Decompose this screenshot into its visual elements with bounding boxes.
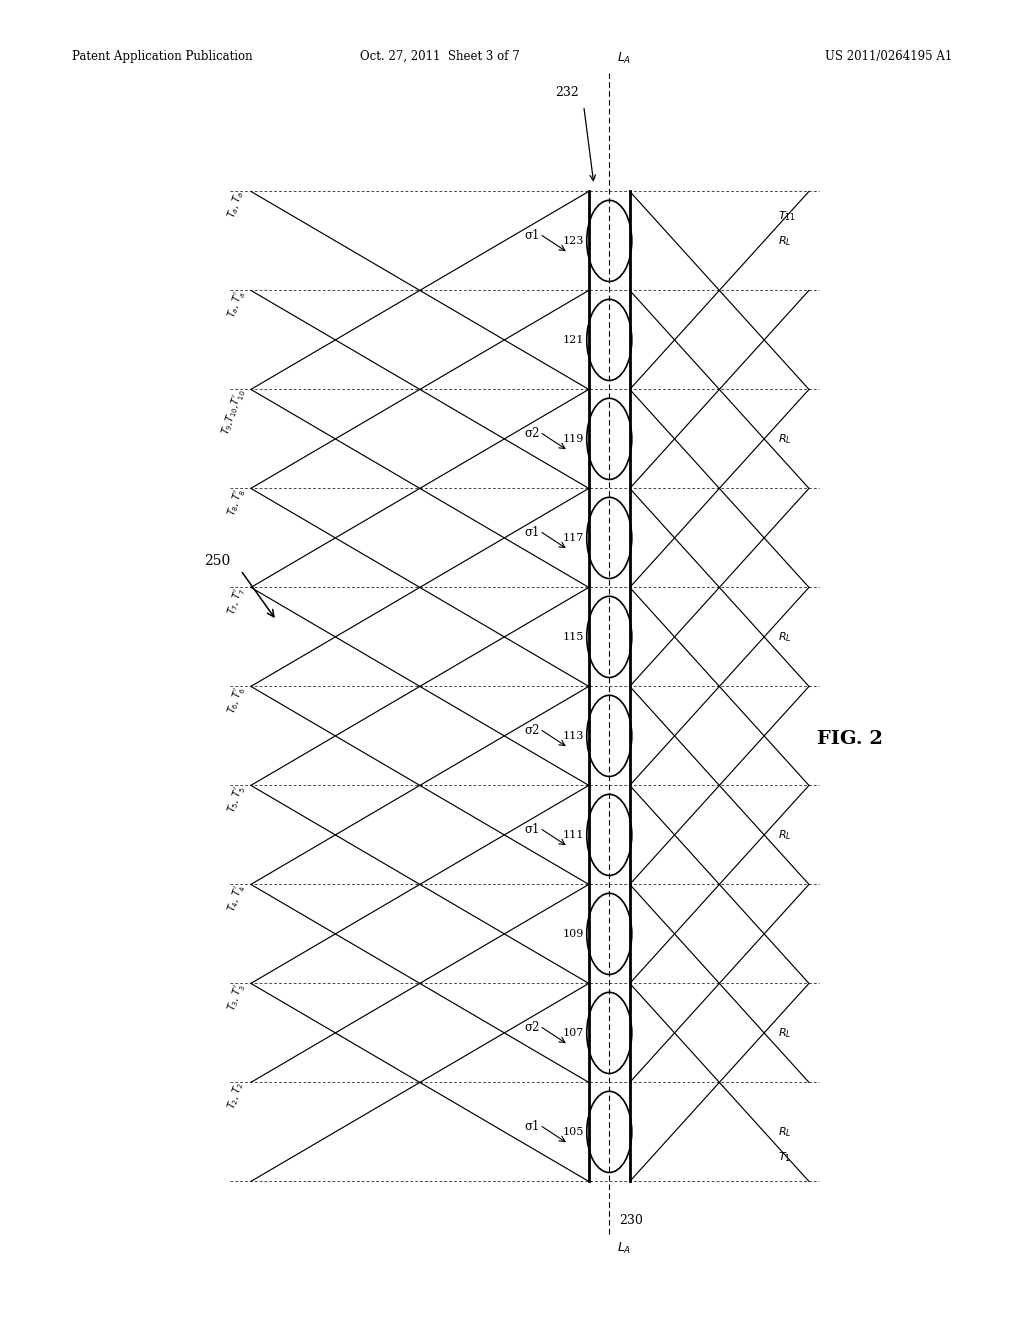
Text: $T_6$, $T_6'$: $T_6$, $T_6'$ [224, 684, 248, 715]
Text: $T_9$,$T_{10}$,$T_{10}'$: $T_9$,$T_{10}$,$T_{10}'$ [219, 387, 248, 437]
Text: $R_L$: $R_L$ [778, 828, 792, 842]
Text: $L_A$: $L_A$ [617, 51, 632, 66]
Text: σ1: σ1 [524, 824, 541, 837]
Text: Patent Application Publication: Patent Application Publication [72, 50, 252, 63]
Text: $T_{11}$: $T_{11}$ [778, 210, 797, 223]
Text: $T_4$, $T_4'$: $T_4$, $T_4'$ [224, 882, 248, 913]
Text: $T_7$, $T_7'$: $T_7$, $T_7'$ [224, 585, 248, 616]
Text: $T_1$: $T_1$ [778, 1150, 792, 1163]
Text: 123: 123 [562, 236, 584, 246]
Text: $T_a$, $T_a'$: $T_a$, $T_a'$ [225, 288, 248, 319]
Text: 117: 117 [562, 533, 584, 543]
Text: $T_8$, $T_8'$: $T_8$, $T_8'$ [224, 486, 248, 517]
Text: 107: 107 [562, 1028, 584, 1038]
Text: 121: 121 [562, 335, 584, 345]
Text: σ1: σ1 [524, 527, 541, 540]
Text: σ1: σ1 [524, 1121, 541, 1134]
Text: σ2: σ2 [524, 1022, 541, 1035]
Text: 111: 111 [562, 830, 584, 840]
Text: $R_L$: $R_L$ [778, 234, 792, 248]
Text: σ2: σ2 [524, 725, 541, 738]
Text: 105: 105 [562, 1127, 584, 1137]
Text: $R_L$: $R_L$ [778, 1125, 792, 1139]
Text: 113: 113 [562, 731, 584, 741]
Text: $R_L$: $R_L$ [778, 1026, 792, 1040]
Text: $T_2$, $T_2$: $T_2$, $T_2$ [225, 1080, 247, 1111]
Text: FIG. 2: FIG. 2 [817, 730, 883, 748]
Text: 109: 109 [562, 929, 584, 939]
Text: 250: 250 [204, 554, 230, 568]
Text: $T_a$, $T_a$: $T_a$, $T_a$ [225, 189, 247, 220]
Text: US 2011/0264195 A1: US 2011/0264195 A1 [825, 50, 952, 63]
Text: $L_A$: $L_A$ [617, 1241, 632, 1255]
Text: σ1: σ1 [524, 230, 541, 243]
Text: $R_L$: $R_L$ [778, 432, 792, 446]
Text: 115: 115 [562, 632, 584, 642]
Text: 230: 230 [620, 1214, 643, 1228]
Text: $T_5$, $T_5'$: $T_5$, $T_5'$ [224, 783, 248, 814]
Text: 232: 232 [555, 86, 579, 99]
Text: $R_L$: $R_L$ [778, 630, 792, 644]
Text: σ2: σ2 [524, 428, 541, 441]
Text: $T_3$, $T_3'$: $T_3$, $T_3'$ [224, 981, 248, 1012]
Text: Oct. 27, 2011  Sheet 3 of 7: Oct. 27, 2011 Sheet 3 of 7 [360, 50, 520, 63]
Text: 119: 119 [562, 434, 584, 444]
